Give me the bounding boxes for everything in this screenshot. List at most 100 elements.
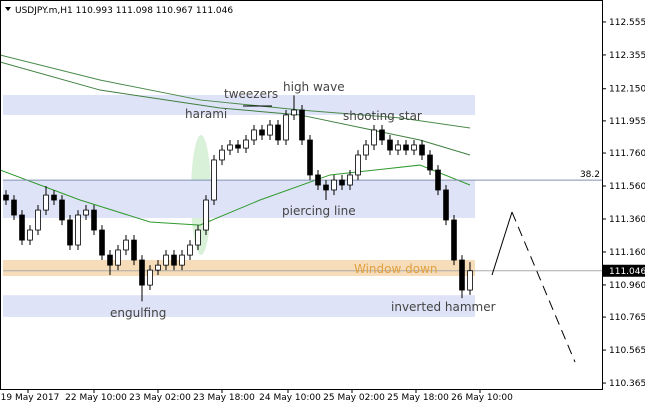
moving-average — [0, 164, 471, 226]
candle-body — [163, 254, 169, 266]
candle-body — [35, 209, 41, 231]
candle-body — [179, 254, 185, 266]
candle-body — [403, 144, 409, 151]
candle-body — [227, 144, 233, 151]
candle-body — [75, 214, 81, 246]
candle-body — [99, 229, 105, 256]
y-tick-label: 112.150 — [609, 85, 645, 95]
candle-body — [51, 194, 57, 201]
candle-body — [155, 264, 161, 271]
candle-body — [419, 144, 425, 156]
moving-average — [0, 61, 471, 156]
header-arrow — [5, 7, 11, 11]
x-tick-label: 24 May 10:00 — [259, 393, 321, 403]
candle-body — [427, 154, 433, 171]
candle-body — [91, 209, 97, 231]
x-tick-label: 22 May 10:00 — [65, 393, 127, 403]
annotation: engulfing — [110, 306, 166, 320]
candle-body — [363, 144, 369, 156]
annotation: piercing line — [282, 204, 356, 218]
y-tick-label: 112.555 — [609, 18, 645, 28]
candle-body — [267, 124, 273, 136]
candle-body — [83, 209, 89, 216]
candle-body — [387, 139, 393, 151]
y-tick-label: 110.565 — [609, 346, 645, 356]
header: USDJPY.m,H1 110.993 111.098 110.967 111.… — [15, 6, 233, 16]
candle-body — [115, 249, 121, 266]
candle-body — [459, 259, 465, 291]
candle-body — [299, 109, 305, 141]
candle-body — [203, 199, 209, 231]
candle-body — [283, 114, 289, 141]
y-tick-label: 111.360 — [609, 215, 645, 225]
candle-body — [443, 189, 449, 221]
candle-body — [187, 244, 193, 256]
zone — [3, 260, 475, 277]
candle-body — [251, 129, 257, 141]
candle-body — [131, 239, 137, 261]
annotation: tweezers — [224, 87, 278, 101]
candle-body — [467, 270, 473, 291]
projection — [511, 211, 576, 363]
candle-body — [331, 179, 337, 191]
candle-body — [411, 144, 417, 151]
candle-body — [235, 144, 241, 149]
candle-body — [3, 194, 9, 201]
fib-label: 38.2 — [580, 170, 600, 180]
zone — [3, 94, 475, 115]
annotation: Window down — [354, 262, 438, 276]
zone — [3, 180, 475, 218]
x-tick-label: 19 May 2017 — [1, 393, 60, 403]
candle-body — [379, 129, 385, 141]
candle-body — [259, 129, 265, 136]
annotation: high wave — [283, 80, 345, 94]
candle-body — [67, 219, 73, 246]
candle-body — [43, 194, 49, 211]
y-tick-label: 110.960 — [609, 281, 645, 291]
candle-body — [395, 144, 401, 151]
moving-average — [0, 54, 471, 129]
y-tick-label: 111.160 — [609, 248, 645, 258]
candle-body — [19, 214, 25, 241]
candle-body — [123, 239, 129, 251]
candle-body — [195, 229, 201, 246]
annotation: shooting star — [343, 109, 422, 123]
candle-body — [107, 254, 113, 266]
candle-body — [323, 184, 329, 191]
candle-body — [243, 139, 249, 149]
candle-body — [307, 139, 313, 176]
candle-body — [171, 254, 177, 266]
x-tick-label: 26 May 10:00 — [451, 393, 513, 403]
candle-body — [371, 129, 377, 146]
candle-body — [355, 154, 361, 176]
candle-body — [27, 229, 33, 241]
candle-body — [59, 199, 65, 221]
candle-body — [315, 174, 321, 186]
x-tick-label: 25 May 02:00 — [323, 393, 385, 403]
y-tick-label: 110.765 — [609, 313, 645, 323]
x-tick-label: 25 May 18:00 — [387, 393, 449, 403]
y-tick-label: 111.560 — [609, 182, 645, 192]
zone — [3, 295, 475, 317]
y-tick-label: 112.355 — [609, 51, 645, 61]
x-tick-label: 23 May 02:00 — [129, 393, 191, 403]
x-tick-label: 23 May 18:00 — [193, 393, 255, 403]
annotation: inverted hammer — [391, 300, 496, 314]
price-tag — [603, 264, 645, 277]
candle-body — [435, 169, 441, 191]
candle-body — [347, 174, 353, 186]
y-tick-label: 111.760 — [609, 149, 645, 159]
candle-body — [211, 159, 217, 201]
price-tag-label: 111.046 — [609, 267, 645, 277]
y-tick-label: 111.955 — [609, 117, 645, 127]
candle-body — [339, 179, 345, 186]
projection — [491, 211, 513, 276]
plot-frame — [0, 0, 603, 390]
y-tick-label: 110.365 — [609, 379, 645, 389]
candle-body — [451, 219, 457, 261]
annotation: harami — [185, 107, 227, 121]
candle-body — [139, 259, 145, 286]
candle-body — [219, 149, 225, 161]
candle-body — [147, 269, 153, 286]
